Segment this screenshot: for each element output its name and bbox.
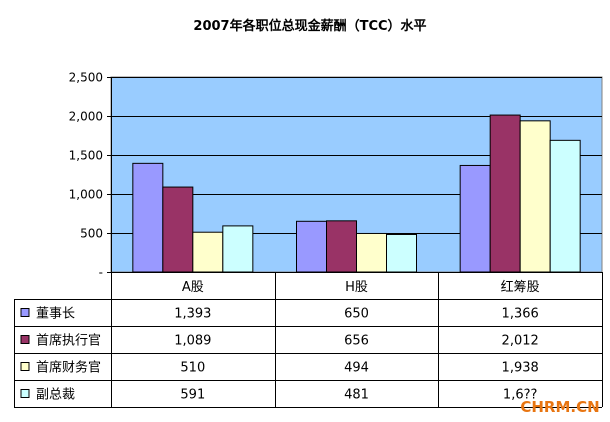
- data-label: 1,089: [174, 334, 211, 349]
- data-label: 1,6??: [503, 388, 537, 403]
- y-axis: - 500 1,000 1,500 2,000 2,500: [69, 71, 112, 280]
- legend-label: 首席执行官: [36, 333, 101, 349]
- y-tick-label: -: [99, 266, 103, 280]
- category-label: H股: [345, 280, 368, 295]
- legend-swatch: [20, 362, 30, 371]
- data-label: 1,366: [502, 307, 539, 322]
- legend-swatch: [20, 335, 30, 344]
- bar: [296, 220, 327, 273]
- data-label: 2,012: [502, 334, 539, 349]
- bar: [326, 220, 357, 273]
- data-label: 510: [180, 361, 205, 376]
- bar: [222, 225, 254, 273]
- legend-label: 副总裁: [36, 387, 75, 403]
- bars: [132, 114, 581, 273]
- bar: [386, 233, 417, 273]
- chart-title: 2007年各职位总现金薪酬（TCC）水平: [193, 18, 426, 34]
- legend-swatch: [20, 389, 30, 398]
- data-label: 650: [344, 307, 369, 322]
- data-label: 494: [344, 361, 369, 376]
- bar: [132, 162, 164, 273]
- bar: [519, 120, 551, 273]
- bar: [162, 186, 194, 273]
- data-label: 591: [180, 388, 205, 403]
- y-tick-label: 1,000: [69, 188, 103, 202]
- data-label: 1,938: [502, 361, 539, 376]
- data-label: 1,393: [174, 307, 211, 322]
- y-tick-label: 2,500: [69, 71, 103, 85]
- data-label: 481: [344, 388, 369, 403]
- legend-label: 首席财务官: [36, 360, 101, 376]
- y-tick-label: 2,000: [69, 110, 103, 124]
- bar: [489, 114, 521, 273]
- legend-swatch: [20, 308, 30, 317]
- bar: [356, 232, 387, 273]
- bar: [192, 231, 224, 273]
- bar: [459, 164, 491, 273]
- category-label: 红筹股: [501, 279, 540, 295]
- watermark: CHRM.CN: [520, 398, 599, 416]
- legend-label: 董事长: [36, 307, 75, 322]
- data-label: 656: [344, 334, 369, 349]
- y-tick-label: 500: [80, 227, 103, 241]
- y-tick-label: 1,500: [69, 149, 103, 163]
- bar: [549, 139, 581, 273]
- category-label: A股: [182, 280, 204, 295]
